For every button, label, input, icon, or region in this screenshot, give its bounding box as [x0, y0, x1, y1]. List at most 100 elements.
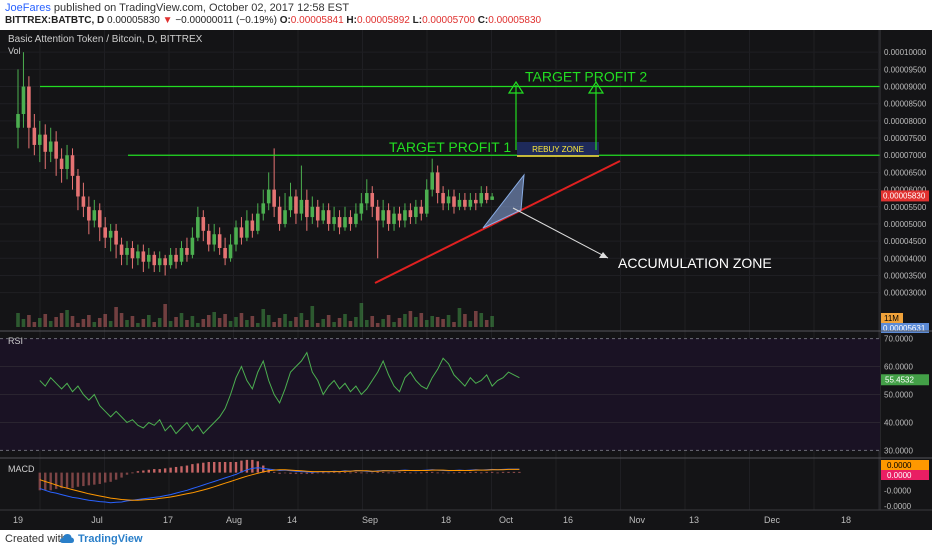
candle-body[interactable]: [21, 86, 26, 115]
candle-body[interactable]: [65, 155, 69, 169]
candle-body[interactable]: [365, 193, 369, 204]
candle-body[interactable]: [147, 254, 151, 262]
candle-body[interactable]: [326, 210, 331, 224]
trendline[interactable]: [374, 160, 621, 284]
candle-body[interactable]: [277, 206, 282, 224]
candle-body[interactable]: [239, 227, 244, 238]
candle-body[interactable]: [141, 251, 146, 262]
candle-body[interactable]: [81, 196, 86, 207]
candle-body[interactable]: [168, 254, 173, 266]
candle-body[interactable]: [32, 127, 37, 145]
candle-body[interactable]: [381, 210, 385, 221]
price-axis[interactable]: 0.00010000 0.00009500 0.00009000 0.00008500…: [884, 48, 927, 297]
candle-body[interactable]: [217, 234, 222, 248]
candle-body[interactable]: [474, 199, 478, 204]
time-axis[interactable]: 19 Jul 17 Aug 14 Sep 18 Oct 16 Nov 13 Dec 18: [13, 515, 851, 525]
candle-body[interactable]: [337, 217, 342, 228]
candle-body[interactable]: [484, 193, 489, 200]
candle-body[interactable]: [108, 230, 113, 238]
candle-body[interactable]: [397, 213, 402, 221]
candle-body[interactable]: [97, 210, 102, 228]
candle-body[interactable]: [38, 134, 42, 145]
candle-body[interactable]: [332, 217, 336, 224]
candle-body[interactable]: [228, 244, 233, 259]
candle-body[interactable]: [70, 155, 75, 176]
candle-body[interactable]: [250, 220, 255, 231]
candle-body[interactable]: [490, 196, 494, 200]
candle-body[interactable]: [479, 193, 484, 204]
candle-body[interactable]: [223, 247, 227, 259]
candle-body[interactable]: [294, 196, 298, 214]
candle-body[interactable]: [196, 217, 200, 238]
wedge-triangle[interactable]: [482, 173, 525, 229]
candle-body[interactable]: [403, 210, 407, 221]
candle-body[interactable]: [283, 210, 287, 224]
candle-body[interactable]: [43, 134, 48, 152]
candle-body[interactable]: [446, 196, 451, 204]
candle-body[interactable]: [370, 193, 375, 207]
candle-body[interactable]: [424, 189, 429, 214]
volume-bar: [157, 318, 162, 327]
candle-body[interactable]: [315, 206, 320, 221]
candle-body[interactable]: [76, 175, 80, 197]
candle-body[interactable]: [419, 206, 424, 214]
candle-body[interactable]: [452, 196, 456, 207]
time-tick-label: Jul: [91, 515, 103, 525]
candle-body[interactable]: [103, 227, 107, 238]
candle-body[interactable]: [457, 199, 462, 207]
candle-body[interactable]: [119, 244, 124, 255]
candle-body[interactable]: [354, 213, 358, 224]
candle-body[interactable]: [114, 230, 118, 245]
candle-body[interactable]: [212, 234, 216, 245]
candle-body[interactable]: [435, 172, 440, 194]
candle-body[interactable]: [463, 199, 467, 207]
candle-body[interactable]: [125, 247, 129, 255]
candle-body[interactable]: [272, 189, 276, 207]
macd-label: MACD: [8, 464, 35, 474]
candle-body[interactable]: [468, 199, 473, 207]
candle-body[interactable]: [201, 217, 206, 231]
candle-body[interactable]: [157, 258, 162, 266]
candle-body[interactable]: [27, 86, 31, 128]
candle-body[interactable]: [185, 247, 189, 255]
candle-body[interactable]: [152, 254, 157, 266]
candle-body[interactable]: [288, 196, 293, 211]
candle-body[interactable]: [386, 210, 391, 224]
candle-body[interactable]: [266, 189, 271, 204]
candle-body[interactable]: [136, 251, 140, 259]
candle-body[interactable]: [408, 210, 413, 218]
candle-body[interactable]: [321, 210, 325, 221]
candle-body[interactable]: [348, 217, 353, 224]
price-tick-label: 0.00009000: [884, 83, 927, 92]
candle-body[interactable]: [343, 217, 347, 228]
candle-body[interactable]: [54, 141, 58, 159]
candle-body[interactable]: [414, 206, 418, 218]
candle-body[interactable]: [245, 220, 249, 238]
candle-body[interactable]: [441, 193, 445, 204]
candle-body[interactable]: [179, 247, 184, 262]
candle-body[interactable]: [130, 247, 135, 259]
candle-body[interactable]: [392, 213, 396, 224]
candle-body[interactable]: [174, 254, 178, 262]
candle-body[interactable]: [359, 203, 364, 214]
tradingview-brand[interactable]: TradingView: [78, 533, 143, 545]
candle-body[interactable]: [234, 227, 238, 245]
candle-body[interactable]: [430, 172, 434, 190]
candle-body[interactable]: [163, 258, 167, 266]
candle-body[interactable]: [206, 230, 211, 245]
candle-body[interactable]: [16, 114, 20, 128]
candle-body[interactable]: [375, 206, 380, 221]
author-link[interactable]: JoeFares: [5, 2, 51, 14]
chart-canvas[interactable]: Basic Attention Token / Bitcoin, D, BITT…: [0, 30, 932, 530]
candle-body[interactable]: [256, 213, 260, 231]
rebuy-zone-box[interactable]: [517, 142, 599, 156]
candle-body[interactable]: [305, 199, 309, 218]
candle-body[interactable]: [299, 199, 304, 214]
candle-body[interactable]: [92, 210, 97, 221]
candle-body[interactable]: [261, 203, 266, 214]
candle-body[interactable]: [87, 206, 91, 221]
candle-body[interactable]: [190, 237, 195, 255]
candle-body[interactable]: [48, 141, 53, 152]
candle-body[interactable]: [310, 206, 315, 218]
candle-body[interactable]: [59, 158, 64, 169]
